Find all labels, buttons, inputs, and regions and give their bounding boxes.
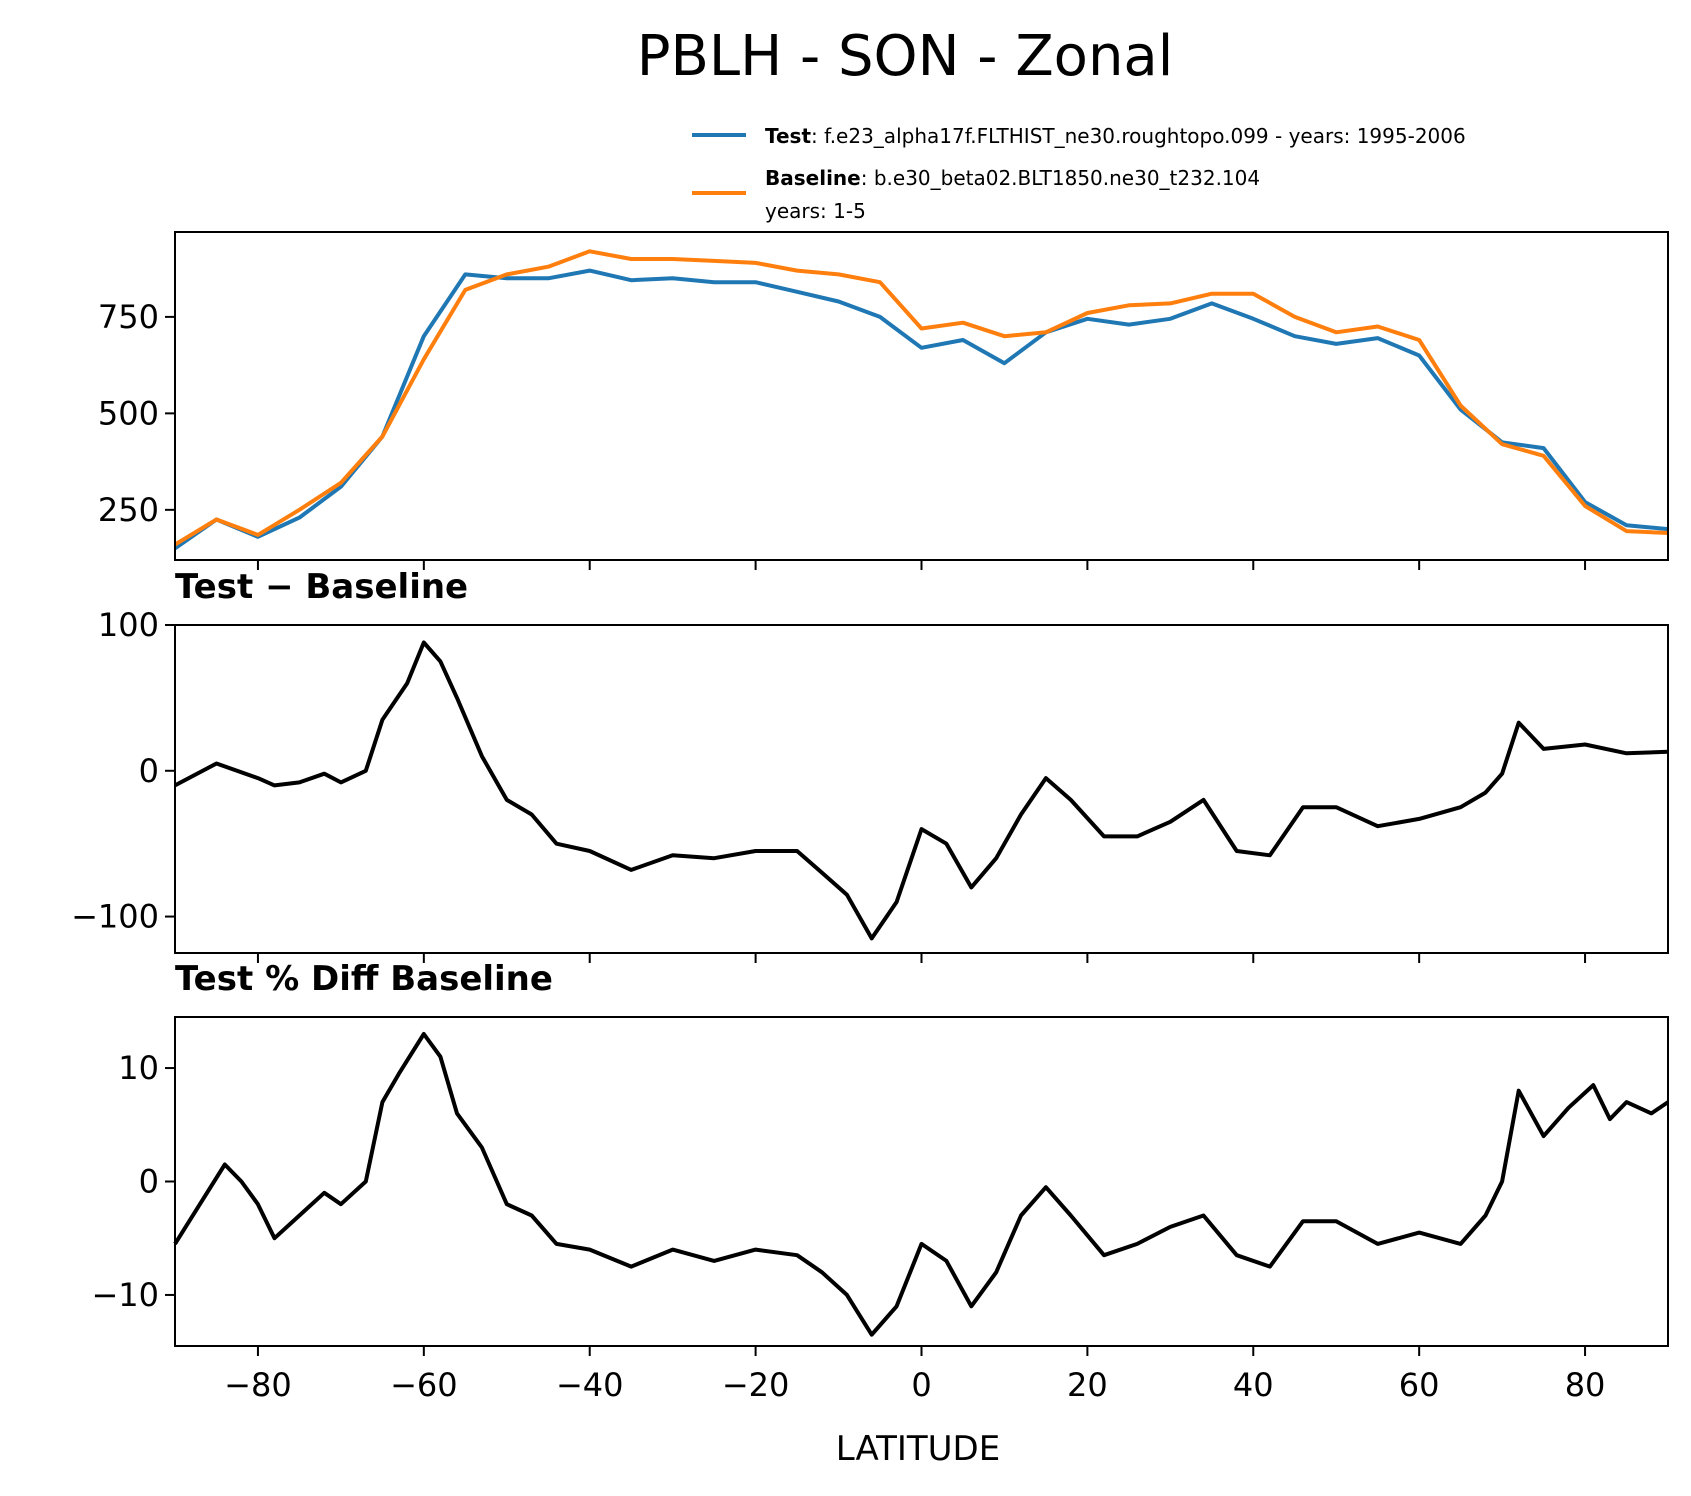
legend-test-desc: : f.e23_alpha17f.FLTHIST_ne30.roughtopo.…: [811, 124, 1466, 148]
x-tick-label: −40: [556, 1366, 624, 1404]
y-tick-label-1: 750: [98, 298, 159, 336]
panel-2: −100 0 100: [71, 606, 1669, 963]
panel-3: −10 0 10 −80 −60 −40 −20 0 20 40 60 80: [91, 1016, 1670, 1404]
legend: Test: f.e23_alpha17f.FLTHIST_ne30.rought…: [692, 124, 1466, 223]
y-tick-label-2: 0: [139, 752, 159, 790]
x-axis-label: LATITUDE: [836, 1429, 1000, 1469]
y-tick-label-1: 500: [98, 394, 159, 432]
legend-test-label: Test: f.e23_alpha17f.FLTHIST_ne30.rought…: [765, 124, 1466, 148]
x-tick-label: 60: [1399, 1366, 1440, 1404]
y-tick-label-2: −100: [71, 898, 159, 936]
x-tick-label: 20: [1067, 1366, 1108, 1404]
legend-baseline-name: Baseline: [765, 166, 861, 190]
series-line-1-1: [173, 268, 1669, 551]
x-tick-label: −80: [224, 1366, 292, 1404]
x-tick-label: 80: [1565, 1366, 1606, 1404]
series-line-1-2: [173, 249, 1669, 547]
series-line-3-1: [173, 1032, 1670, 1337]
x-tick-label: 40: [1233, 1366, 1274, 1404]
x-tick-label: −60: [390, 1366, 458, 1404]
legend-baseline-desc: : b.e30_beta02.BLT1850.ne30_t232.104: [861, 166, 1260, 190]
legend-baseline-years: years: 1-5: [765, 199, 866, 223]
panel-3-title: Test % Diff Baseline: [175, 959, 553, 999]
y-tick-label-1: 250: [98, 491, 159, 529]
figure-title: PBLH - SON - Zonal: [637, 24, 1174, 89]
x-tick-label: −20: [722, 1366, 790, 1404]
panel-2-frame: [174, 624, 1669, 954]
x-tick-label: 0: [911, 1366, 931, 1404]
y-tick-label-3: −10: [91, 1276, 159, 1314]
series-line-2-1: [174, 640, 1669, 941]
panel-1: 250 500 750: [98, 231, 1669, 570]
y-tick-label-2: 100: [98, 606, 159, 644]
panel-2-title: Test − Baseline: [175, 567, 468, 607]
legend-test-name: Test: [765, 124, 811, 148]
panel-3-frame: [174, 1016, 1669, 1347]
y-tick-label-3: 10: [118, 1049, 159, 1087]
legend-baseline-label: Baseline: b.e30_beta02.BLT1850.ne30_t232…: [765, 166, 1260, 190]
y-tick-label-3: 0: [139, 1163, 159, 1201]
